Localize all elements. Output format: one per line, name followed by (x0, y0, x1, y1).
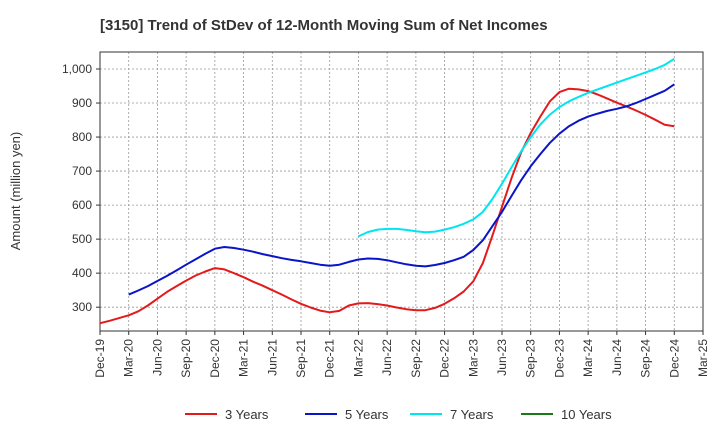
x-tick-label: Dec-20 (208, 339, 222, 378)
x-tick-label: Mar-25 (696, 339, 710, 377)
legend-label: 3 Years (225, 407, 269, 422)
x-tick-label: Jun-23 (495, 339, 509, 376)
chart-title: [3150] Trend of StDev of 12-Month Moving… (100, 17, 548, 34)
y-tick-label: 1,000 (62, 62, 92, 76)
x-tick-label: Dec-23 (552, 339, 566, 378)
grid (100, 52, 703, 331)
y-tick-label: 300 (72, 300, 92, 314)
plot-frame (99, 51, 704, 332)
series-lines (99, 57, 675, 325)
y-axis-label: Amount (million yen) (8, 132, 23, 251)
x-tick-label: Mar-23 (466, 339, 480, 377)
y-axis: 300 400 500 600 700 800 900 1,000 (62, 62, 100, 314)
x-tick-label: Sep-23 (524, 339, 538, 378)
x-tick-label: Mar-20 (122, 339, 136, 377)
x-tick-label: Sep-22 (409, 339, 423, 378)
x-tick-label: Dec-22 (438, 339, 452, 378)
legend-label: 10 Years (561, 407, 612, 422)
y-tick-label: 400 (72, 266, 92, 280)
y-tick-label: 600 (72, 198, 92, 212)
x-tick-label: Jun-24 (610, 339, 624, 376)
legend-label: 5 Years (345, 407, 389, 422)
x-tick-label: Sep-20 (179, 339, 193, 378)
x-tick-label: Dec-24 (667, 339, 681, 378)
y-tick-label: 500 (72, 232, 92, 246)
x-tick-label: Jun-22 (380, 339, 394, 376)
legend-label: 7 Years (450, 407, 494, 422)
x-tick-label: Sep-21 (294, 339, 308, 378)
x-tick-label: Dec-19 (93, 339, 107, 378)
y-tick-label: 700 (72, 164, 92, 178)
x-tick-label: Sep-24 (639, 339, 653, 378)
y-tick-label: 800 (72, 130, 92, 144)
x-tick-label: Jun-21 (265, 339, 279, 376)
x-tick-label: Dec-21 (323, 339, 337, 378)
y-tick-label: 900 (72, 96, 92, 110)
series-line-7-years (357, 57, 675, 238)
x-tick-label: Mar-21 (237, 339, 251, 377)
x-tick-label: Mar-24 (581, 339, 595, 377)
x-tick-label: Jun-20 (150, 339, 164, 376)
series-line-5-years (128, 83, 675, 296)
legend: 3 Years 5 Years 7 Years 10 Years (185, 407, 612, 422)
series-line-3-years (99, 87, 675, 325)
x-tick-label: Mar-22 (351, 339, 365, 377)
x-axis: Dec-19 Mar-20 Jun-20 Sep-20 Dec-20 Mar-21 Jun-… (93, 331, 710, 378)
